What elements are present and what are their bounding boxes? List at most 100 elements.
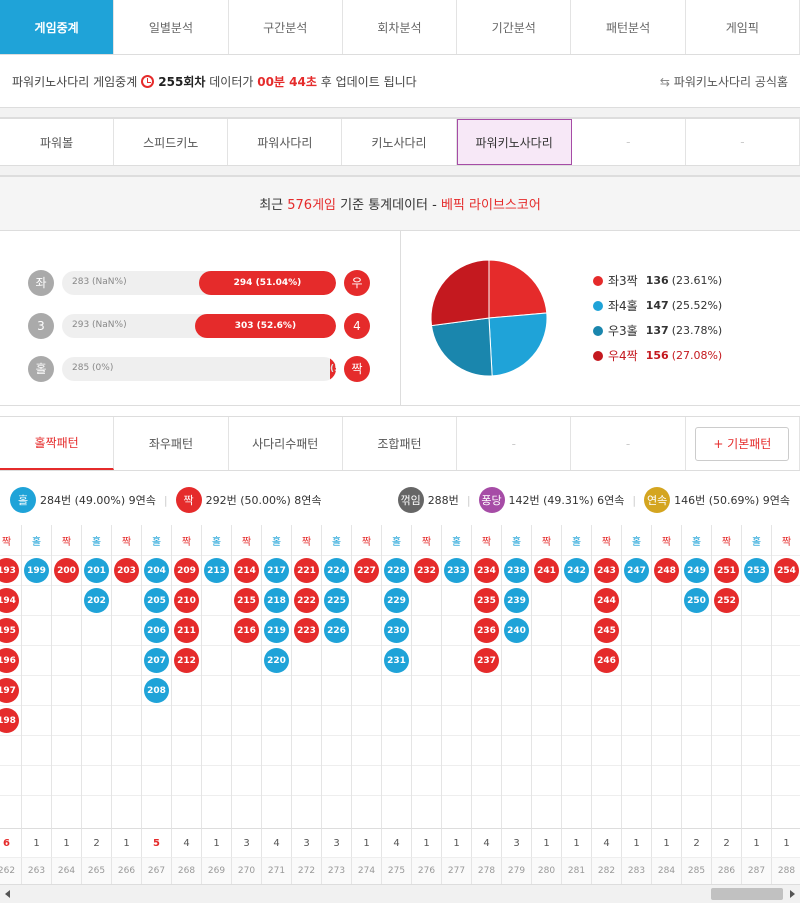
streak-count: 3 (502, 828, 532, 858)
streak-count: 2 (712, 828, 742, 858)
scroll-right-icon[interactable] (790, 890, 795, 898)
pattern-tab[interactable]: 조합패턴 (343, 417, 458, 470)
pattern-tab[interactable]: 홀짝패턴 (0, 417, 115, 470)
grid-cell: 205 (142, 585, 171, 615)
top-nav-tab[interactable]: 게임픽 (685, 0, 800, 54)
streak-count: 4 (382, 828, 412, 858)
grid-cell (82, 765, 111, 795)
grid-cell: 250 (682, 585, 711, 615)
column-header: 짝 (241, 536, 252, 548)
grid-cell (112, 765, 141, 795)
top-nav-tab[interactable]: 일별분석 (114, 0, 229, 54)
streak-count: 1 (22, 828, 52, 858)
column-header: 홀 (331, 536, 342, 548)
round-label: 272 (292, 857, 322, 884)
grid-cell (772, 675, 800, 705)
game-tab[interactable]: 파워사다리 (228, 119, 343, 165)
top-nav-tab[interactable]: 패턴분석 (571, 0, 686, 54)
column-header: 홀 (391, 536, 402, 548)
pattern-tab[interactable]: - (457, 417, 572, 470)
grid-cell (532, 675, 561, 705)
grid-cell (652, 675, 681, 705)
grid-cell (142, 705, 171, 735)
grid-cell (532, 705, 561, 735)
official-home-link[interactable]: ⇆ 파워키노사다리 공식홈 (660, 73, 788, 90)
result-ball: 246 (594, 648, 619, 673)
grid-cell (742, 585, 771, 615)
grid-cell (682, 615, 711, 645)
legend-dot (593, 300, 603, 311)
bar-right-label: 짝 (344, 355, 370, 382)
grid-cell (712, 705, 741, 735)
grid-cell: 241 (532, 555, 561, 585)
horizontal-scrollbar[interactable] (0, 884, 800, 903)
grid-cell: 227 (352, 555, 381, 585)
result-ball: 245 (594, 618, 619, 643)
game-tab[interactable]: 파워볼 (0, 119, 115, 165)
grid-cell (532, 795, 561, 825)
grid-cell (442, 645, 471, 675)
column-header: 짝 (301, 536, 312, 548)
grid-cell (22, 585, 51, 615)
streak-count: 1 (352, 828, 382, 858)
pattern-grid: 짝 193 194 195 196 197 198 홀 199 짝 200 홀 201 202 짝 203 홀 2… (0, 525, 800, 857)
grid-cell (52, 645, 81, 675)
pattern-column: 홀 201 202 (82, 525, 112, 857)
pattern-tab[interactable]: 사다리수패턴 (229, 417, 343, 470)
grid-cell (172, 795, 201, 825)
grid-cell (322, 795, 351, 825)
bar-row: 좌 283 (NaN%) 294 (51.04%) 우 (28, 261, 400, 304)
grid-cell (502, 705, 531, 735)
result-ball: 253 (744, 558, 769, 583)
pattern-column: 짝 248 (652, 525, 682, 857)
column-header: 짝 (481, 536, 492, 548)
grid-cell (82, 795, 111, 825)
divider: | (466, 493, 471, 507)
top-nav-tab[interactable]: 구간분석 (228, 0, 343, 54)
pattern-tab[interactable]: 좌우패턴 (114, 417, 229, 470)
grid-cell (82, 735, 111, 765)
pattern-tab[interactable]: - (571, 417, 686, 470)
streak-count: 1 (742, 828, 772, 858)
legend-pct: (25.52%) (671, 299, 723, 312)
top-nav-tab[interactable]: 기간분석 (457, 0, 572, 54)
column-header: 홀 (211, 536, 222, 548)
top-nav-tab[interactable]: 회차분석 (342, 0, 458, 54)
result-ball: 209 (174, 558, 199, 583)
grid-cell (712, 615, 741, 645)
basic-pattern-button[interactable]: + 기본패턴 (695, 426, 790, 461)
grid-cell (742, 795, 771, 825)
round-label: 277 (442, 857, 472, 884)
grid-cell (532, 615, 561, 645)
grid-cell (202, 795, 231, 825)
grid-cell (202, 705, 231, 735)
result-ball: 223 (294, 618, 319, 643)
game-tab[interactable]: 파워키노사다리 (456, 119, 572, 165)
game-tab[interactable]: 스피드키노 (114, 119, 229, 165)
grid-cell (112, 795, 141, 825)
link-icon: ⇆ (659, 74, 674, 89)
grid-cell (142, 795, 171, 825)
round-label: 273 (322, 857, 352, 884)
grid-cell: 206 (142, 615, 171, 645)
grid-cell (592, 765, 621, 795)
grid-cell (442, 795, 471, 825)
pie-slice (430, 259, 490, 327)
legend-pct: (23.61%) (671, 274, 723, 287)
grid-cell: 245 (592, 615, 621, 645)
grid-cell (772, 705, 800, 735)
game-tab[interactable]: - (686, 119, 800, 165)
top-nav-tab[interactable]: 게임중계 (0, 0, 115, 54)
legend-row: 우4짝 156 (27.08%) (593, 343, 722, 368)
result-ball: 216 (234, 618, 259, 643)
streak-count: 1 (622, 828, 652, 858)
game-tab[interactable]: 키노사다리 (342, 119, 457, 165)
grid-cell (682, 675, 711, 705)
scroll-left-icon[interactable] (5, 890, 10, 898)
grid-cell: 221 (292, 555, 321, 585)
round-label: 269 (202, 857, 232, 884)
grid-cell (442, 765, 471, 795)
column-header: 홀 (511, 536, 522, 548)
game-tab[interactable]: - (572, 119, 686, 165)
scroll-thumb[interactable] (711, 888, 783, 900)
